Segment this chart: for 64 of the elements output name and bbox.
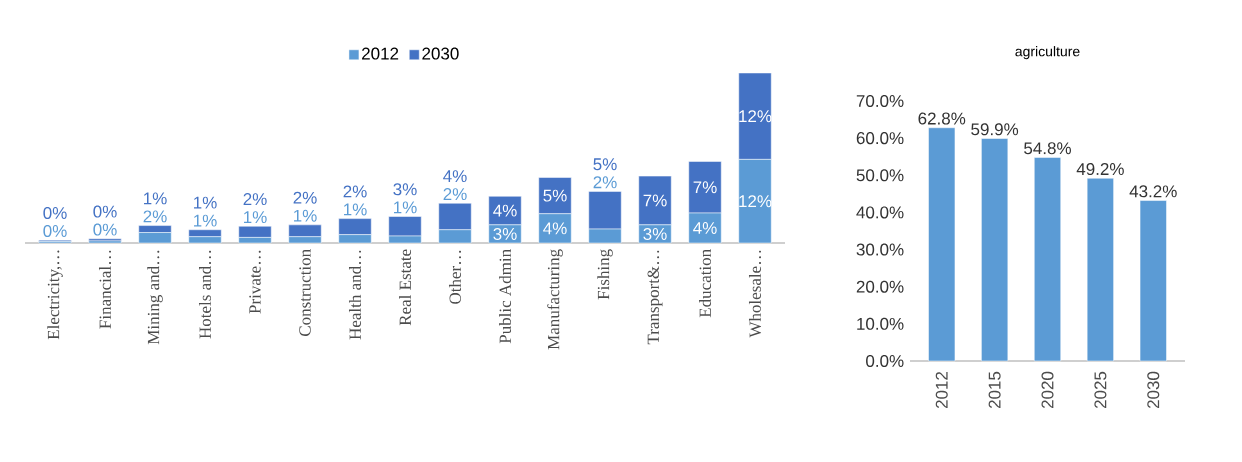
y-tick-label: 30.0%	[856, 243, 904, 256]
data-label: 2%	[243, 193, 267, 206]
data-label: 1%	[294, 209, 317, 222]
data-label: 2%	[443, 188, 467, 201]
x-tick-label: Hotels and…	[199, 250, 212, 339]
x-tick-label: Education	[699, 249, 711, 318]
legend-label: 2012	[362, 47, 399, 60]
x-tick-label: Real Estate	[399, 249, 411, 326]
data-label: 4%	[443, 170, 467, 183]
data-label: 7%	[693, 181, 717, 194]
data-label: 1%	[144, 192, 167, 205]
data-label: 3%	[493, 227, 517, 240]
legend-label: 2030	[422, 47, 459, 60]
data-label: 2%	[143, 210, 167, 223]
x-tick-label: Electricity,…	[47, 250, 63, 340]
x-tick-label: Manufacturing	[547, 249, 563, 350]
data-label: 1%	[344, 203, 367, 216]
y-tick-label: 50.0%	[856, 169, 904, 182]
data-label: 2%	[293, 191, 317, 204]
data-label: 3%	[393, 183, 417, 196]
y-tick-label: 70.0%	[856, 94, 904, 108]
data-label: 5%	[543, 189, 567, 202]
data-label: 59.9%	[971, 123, 1019, 136]
x-tick-label: Mining and…	[147, 250, 163, 345]
data-label: 1%	[194, 214, 217, 227]
data-label: 4%	[493, 204, 517, 217]
x-tick-label: Other…	[448, 250, 462, 304]
x-tick-label: Private…	[249, 250, 261, 314]
data-label: 2%	[593, 176, 617, 189]
x-tick-label: Health and…	[349, 250, 362, 340]
data-label: 1%	[394, 201, 417, 214]
data-label: 4%	[543, 222, 567, 235]
x-tick-label: Financial…	[99, 250, 112, 329]
y-tick-label: 0.0%	[866, 354, 904, 368]
data-label: 1%	[244, 211, 267, 224]
data-label: 3%	[643, 227, 667, 240]
x-tick-label: Construction	[299, 249, 311, 336]
data-label: 43.2%	[1129, 185, 1177, 198]
y-tick-label: 40.0%	[856, 206, 904, 219]
data-label: 62.8%	[918, 112, 966, 125]
data-label: 0%	[93, 223, 117, 236]
x-tick-label: Public Admin	[499, 249, 511, 344]
data-label: 1%	[194, 196, 217, 209]
x-tick-label: 2015	[988, 371, 1001, 409]
x-tick-label: 2012	[935, 371, 948, 409]
y-tick-label: 60.0%	[856, 132, 904, 145]
data-label: 0%	[93, 205, 117, 218]
data-label: 54.8%	[1024, 142, 1071, 155]
data-label: 2%	[343, 185, 367, 198]
x-tick-label: 2025	[1094, 371, 1107, 409]
y-tick-label: 20.0%	[856, 280, 904, 293]
data-label: 7%	[643, 194, 667, 207]
data-label: 49.2%	[1076, 163, 1124, 176]
data-label: 4%	[693, 222, 717, 234]
x-tick-label: Fishing	[597, 249, 613, 300]
x-tick-label: Wholesale…	[748, 250, 762, 338]
data-label: 0%	[43, 224, 67, 238]
y-tick-label: 10.0%	[857, 317, 904, 330]
x-tick-label: 2030	[1147, 371, 1160, 409]
chart-title: agriculture	[1015, 46, 1080, 60]
x-tick-label: 2020	[1041, 371, 1054, 409]
data-label: 0%	[43, 206, 67, 220]
x-tick-label: Transport&…	[647, 250, 663, 345]
data-label: 5%	[593, 158, 617, 171]
